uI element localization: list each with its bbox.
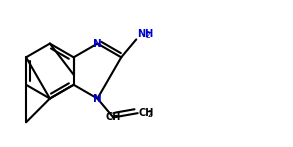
Text: N: N	[93, 39, 102, 49]
Text: 2: 2	[148, 110, 152, 119]
Text: CH: CH	[106, 112, 121, 122]
Text: 2: 2	[146, 31, 151, 40]
Text: N: N	[93, 93, 102, 103]
Text: CH: CH	[139, 108, 154, 118]
Text: NH: NH	[137, 29, 153, 39]
